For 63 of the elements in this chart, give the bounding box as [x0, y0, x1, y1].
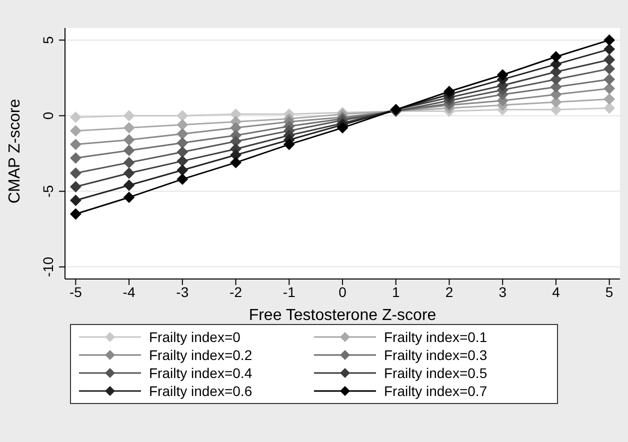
point	[124, 180, 135, 191]
point	[124, 134, 135, 146]
point	[70, 208, 82, 220]
point	[604, 74, 615, 85]
x-tick-label: 1	[392, 284, 400, 300]
legend-label: Frailty index=0.1	[384, 329, 488, 345]
point	[70, 138, 82, 150]
legend-label: Frailty index=0.5	[384, 365, 488, 381]
x-tick-label: -1	[282, 284, 296, 300]
point	[497, 69, 508, 80]
point	[604, 102, 615, 114]
point	[70, 181, 82, 192]
y-tick-label: 5	[40, 36, 56, 44]
legend-label: Frailty index=0.4	[149, 365, 252, 381]
x-tick-label: 0	[338, 284, 347, 300]
point	[176, 174, 188, 185]
x-tick-label: -4	[122, 284, 136, 300]
point	[176, 164, 188, 176]
legend-label: Frailty index=0.2	[149, 347, 252, 363]
x-tick-label: 3	[498, 284, 507, 300]
point	[176, 146, 188, 158]
legend-label: Frailty index=0.3	[384, 347, 488, 363]
point	[604, 54, 615, 66]
point	[70, 152, 82, 164]
legend-label: Frailty index=0.6	[149, 383, 252, 399]
x-axis-title: Free Testosterone Z-score	[248, 307, 436, 324]
y-axis-title: CMAP Z-score	[6, 98, 24, 204]
point	[176, 128, 188, 140]
y-tick-label: -10	[40, 256, 56, 278]
legend-label: Frailty index=0	[149, 329, 240, 345]
point	[444, 86, 455, 98]
point	[124, 110, 135, 122]
point	[70, 112, 82, 123]
point	[550, 51, 562, 62]
x-tick-label: -3	[176, 284, 189, 300]
point	[604, 63, 615, 74]
x-tick-label: 2	[445, 284, 454, 300]
point	[230, 157, 242, 168]
point	[604, 82, 615, 94]
y-tick-label: -5	[40, 184, 56, 198]
legend-label: Frailty index=0.7	[384, 383, 488, 399]
point	[70, 194, 82, 206]
point	[124, 122, 135, 134]
point	[70, 125, 82, 136]
point	[337, 122, 348, 134]
point	[284, 138, 295, 150]
point	[124, 144, 135, 156]
point	[176, 156, 188, 167]
y-tick-label: 0	[40, 112, 56, 120]
x-tick-label: 4	[552, 284, 560, 300]
point	[124, 168, 135, 179]
x-tick-label: 5	[605, 284, 614, 300]
x-tick-label: -2	[230, 284, 242, 300]
point	[176, 119, 188, 130]
x-tick-label: -5	[69, 284, 82, 300]
point	[70, 168, 82, 179]
point	[604, 44, 615, 55]
point	[176, 137, 188, 148]
point	[124, 157, 135, 168]
point	[604, 34, 615, 46]
point	[124, 192, 135, 203]
point	[604, 94, 615, 105]
point	[176, 110, 188, 122]
